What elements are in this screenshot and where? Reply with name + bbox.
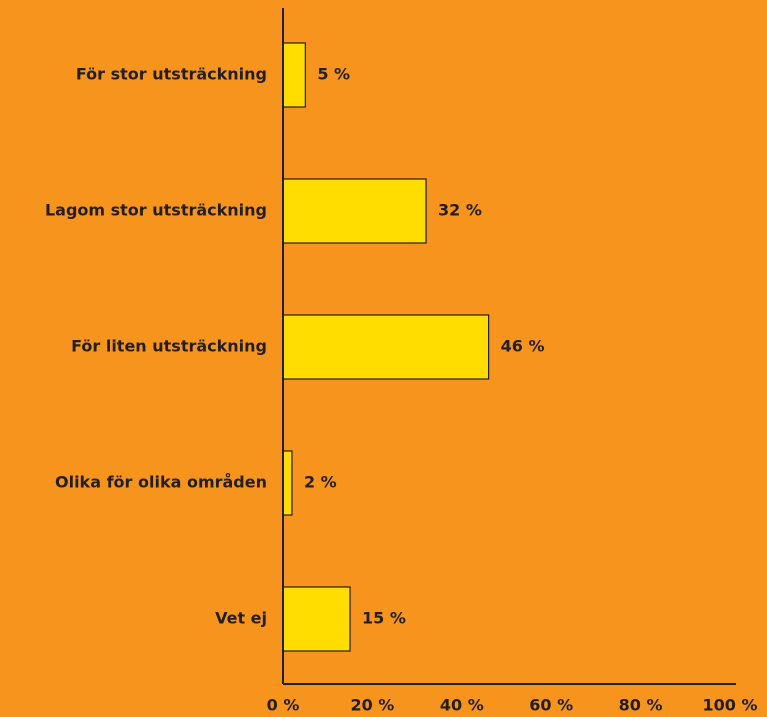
bar bbox=[282, 178, 427, 244]
bar bbox=[282, 314, 490, 380]
bar bbox=[282, 586, 351, 652]
x-tick-label: 0 % bbox=[267, 696, 300, 715]
value-label: 2 % bbox=[304, 473, 337, 492]
value-label: 46 % bbox=[501, 337, 545, 356]
category-label: För stor utsträckning bbox=[76, 65, 267, 84]
category-label: För liten utsträckning bbox=[71, 337, 267, 356]
x-tick-label: 80 % bbox=[619, 696, 663, 715]
x-tick-label: 20 % bbox=[350, 696, 394, 715]
bar bbox=[282, 42, 306, 108]
x-tick-label: 100 % bbox=[703, 696, 758, 715]
category-label: Vet ej bbox=[215, 609, 267, 628]
value-label: 15 % bbox=[362, 609, 406, 628]
category-label: Olika för olika områden bbox=[55, 473, 267, 492]
value-label: 32 % bbox=[438, 201, 482, 220]
value-label: 5 % bbox=[317, 65, 350, 84]
category-label: Lagom stor utsträckning bbox=[45, 201, 267, 220]
x-tick-label: 60 % bbox=[529, 696, 573, 715]
bar bbox=[282, 450, 293, 516]
x-tick-label: 40 % bbox=[440, 696, 484, 715]
